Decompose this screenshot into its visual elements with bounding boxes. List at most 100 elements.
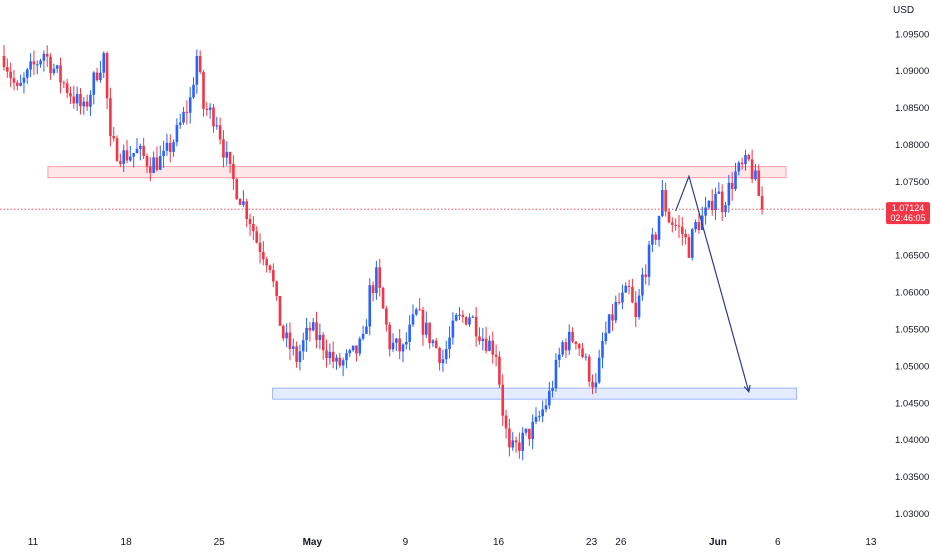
candle[interactable] bbox=[694, 219, 697, 233]
candle[interactable] bbox=[538, 410, 541, 422]
candle[interactable] bbox=[119, 153, 122, 167]
candle[interactable] bbox=[122, 144, 125, 172]
candle[interactable] bbox=[16, 79, 19, 91]
candle[interactable] bbox=[158, 145, 162, 171]
candle[interactable] bbox=[198, 50, 202, 75]
candle[interactable] bbox=[644, 264, 648, 285]
candle[interactable] bbox=[152, 151, 155, 174]
candle[interactable] bbox=[564, 338, 568, 358]
candle[interactable] bbox=[637, 288, 641, 320]
candle[interactable] bbox=[235, 177, 239, 201]
candle[interactable] bbox=[617, 292, 621, 305]
candle[interactable] bbox=[351, 345, 355, 352]
candle[interactable] bbox=[9, 62, 12, 88]
candle[interactable] bbox=[85, 94, 89, 111]
candle[interactable] bbox=[468, 313, 471, 327]
candle[interactable] bbox=[212, 103, 215, 133]
candle[interactable] bbox=[268, 264, 272, 274]
candle[interactable] bbox=[102, 51, 106, 79]
candle[interactable] bbox=[684, 229, 687, 245]
candle[interactable] bbox=[508, 418, 511, 457]
candle[interactable] bbox=[754, 164, 757, 181]
candle[interactable] bbox=[418, 298, 421, 311]
candle[interactable] bbox=[514, 436, 518, 453]
candle[interactable] bbox=[42, 50, 46, 72]
candle[interactable] bbox=[577, 342, 581, 356]
candle[interactable] bbox=[65, 79, 69, 99]
candle[interactable] bbox=[188, 87, 192, 124]
candle[interactable] bbox=[62, 80, 66, 89]
candle[interactable] bbox=[431, 338, 435, 347]
candle[interactable] bbox=[458, 307, 461, 321]
candle[interactable] bbox=[89, 90, 92, 117]
candle[interactable] bbox=[554, 353, 558, 392]
candle[interactable] bbox=[149, 157, 152, 182]
candle[interactable] bbox=[278, 295, 282, 326]
candle[interactable] bbox=[262, 241, 265, 266]
candle[interactable] bbox=[411, 304, 415, 327]
candle[interactable] bbox=[438, 346, 441, 371]
candle[interactable] bbox=[192, 77, 195, 99]
candle[interactable] bbox=[6, 58, 9, 78]
candle[interactable] bbox=[415, 307, 418, 316]
candle[interactable] bbox=[511, 432, 515, 451]
candle[interactable] bbox=[282, 324, 285, 342]
candle[interactable] bbox=[488, 335, 491, 352]
candle[interactable] bbox=[245, 198, 249, 228]
candle[interactable] bbox=[604, 321, 608, 345]
candle[interactable] bbox=[760, 186, 764, 215]
candle[interactable] bbox=[45, 45, 49, 67]
candle[interactable] bbox=[185, 100, 189, 125]
candle[interactable] bbox=[747, 153, 751, 162]
candle[interactable] bbox=[478, 327, 481, 345]
candle[interactable] bbox=[252, 216, 255, 241]
candle[interactable] bbox=[365, 319, 368, 335]
candle[interactable] bbox=[288, 322, 292, 361]
candle[interactable] bbox=[242, 190, 245, 208]
candle[interactable] bbox=[395, 337, 398, 351]
candle[interactable] bbox=[481, 327, 485, 351]
candle[interactable] bbox=[52, 63, 56, 76]
candle[interactable] bbox=[391, 333, 395, 353]
candle[interactable] bbox=[571, 327, 574, 344]
candle[interactable] bbox=[707, 200, 711, 210]
candle[interactable] bbox=[385, 305, 388, 332]
candle[interactable] bbox=[258, 233, 262, 264]
candle[interactable] bbox=[408, 315, 411, 351]
candle[interactable] bbox=[501, 374, 505, 426]
candle[interactable] bbox=[434, 337, 438, 349]
candle[interactable] bbox=[634, 291, 638, 328]
candle[interactable] bbox=[584, 353, 588, 361]
candle[interactable] bbox=[740, 157, 744, 170]
candle[interactable] bbox=[341, 357, 345, 377]
candle[interactable] bbox=[667, 208, 671, 224]
candle[interactable] bbox=[378, 259, 382, 297]
candle[interactable] bbox=[737, 160, 741, 176]
candle[interactable] bbox=[295, 341, 298, 368]
candle[interactable] bbox=[12, 70, 16, 91]
candle[interactable] bbox=[727, 174, 731, 213]
candle[interactable] bbox=[641, 267, 644, 301]
candle[interactable] bbox=[105, 51, 109, 110]
candle[interactable] bbox=[275, 280, 278, 301]
candle[interactable] bbox=[95, 67, 99, 82]
candle[interactable] bbox=[305, 317, 308, 352]
candle[interactable] bbox=[135, 137, 139, 154]
candle[interactable] bbox=[19, 74, 22, 87]
candle[interactable] bbox=[591, 374, 594, 395]
candle[interactable] bbox=[381, 286, 385, 309]
candle[interactable] bbox=[421, 306, 425, 346]
candle[interactable] bbox=[25, 68, 29, 84]
candle[interactable] bbox=[621, 284, 624, 310]
candle[interactable] bbox=[677, 215, 681, 238]
candle[interactable] bbox=[129, 145, 132, 162]
candle[interactable] bbox=[285, 323, 288, 348]
candle[interactable] bbox=[627, 279, 631, 295]
candle[interactable] bbox=[162, 140, 165, 168]
candle[interactable] bbox=[651, 227, 654, 253]
candle[interactable] bbox=[215, 116, 219, 130]
candle[interactable] bbox=[494, 344, 498, 367]
candle[interactable] bbox=[717, 182, 721, 194]
candle[interactable] bbox=[155, 146, 159, 172]
candle[interactable] bbox=[714, 187, 717, 220]
